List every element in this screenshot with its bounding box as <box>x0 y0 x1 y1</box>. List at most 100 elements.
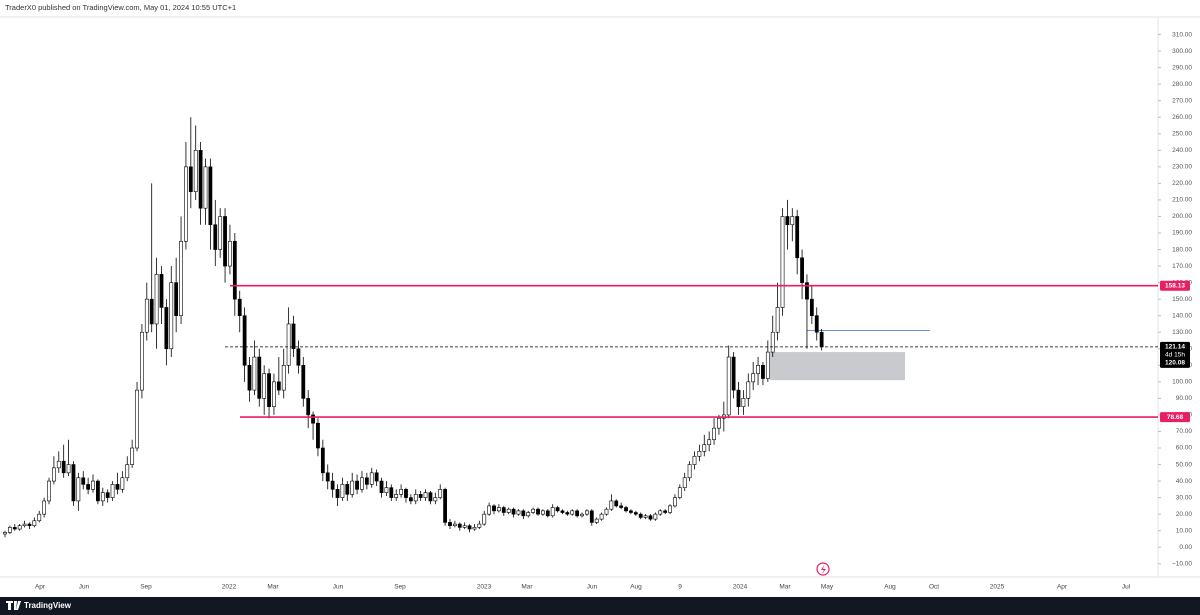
candle-body <box>193 150 198 192</box>
x-tick-label: 9 <box>678 584 682 591</box>
candle-body <box>736 389 741 407</box>
y-tick-label: 170.00 <box>1172 263 1192 270</box>
y-tick-label: 230.00 <box>1172 164 1192 171</box>
y-tick-label: 300.00 <box>1172 48 1192 55</box>
candle-body <box>756 365 760 374</box>
candle-body <box>663 510 668 513</box>
candle-body <box>614 500 619 507</box>
x-tick-label: Jul <box>1122 584 1131 591</box>
candle-body <box>751 373 756 383</box>
candle-body <box>761 365 765 379</box>
candle-body <box>120 477 125 490</box>
footer-bar <box>0 597 1200 615</box>
y-tick-label: 210.00 <box>1172 197 1192 204</box>
candle-body <box>741 398 746 407</box>
candle-body <box>86 484 91 490</box>
candle-body <box>330 480 335 490</box>
candle-body <box>140 331 144 391</box>
candle-body <box>731 356 736 391</box>
x-tick-label: Aug <box>630 584 642 591</box>
candle-body <box>47 480 51 502</box>
y-tick-label: 280.00 <box>1172 81 1192 88</box>
candle-body <box>531 508 536 513</box>
candle-body <box>482 513 487 525</box>
candle-body <box>130 447 135 465</box>
candle-body <box>272 381 276 407</box>
candle-body <box>267 373 271 407</box>
y-tick-label: 310.00 <box>1172 31 1192 38</box>
candle-body <box>105 492 110 498</box>
y-tick-label: 190.00 <box>1172 230 1192 237</box>
candle-body <box>570 510 575 515</box>
candle-body <box>262 373 267 399</box>
candle-body <box>384 487 389 493</box>
candle-body <box>428 492 433 502</box>
candle-body <box>619 505 624 508</box>
candle-body <box>81 477 86 485</box>
logo <box>6 601 21 610</box>
candle-body <box>56 460 61 469</box>
y-tick-label: 150.00 <box>1172 296 1192 303</box>
candle-body <box>809 298 814 316</box>
y-tick-label: 40.00 <box>1176 478 1193 485</box>
candle-body <box>565 512 570 515</box>
candle-body <box>448 522 452 527</box>
header: TraderX0 published on TradingView.com, M… <box>5 3 236 12</box>
candle-body <box>184 166 188 242</box>
x-tick-label: Sep <box>394 584 406 591</box>
candle-body <box>394 494 399 498</box>
candle-body <box>306 398 311 416</box>
candle-body <box>673 497 677 507</box>
candle-body <box>800 257 804 283</box>
candle-body <box>335 489 340 498</box>
candle-body <box>487 505 492 515</box>
candle-body <box>418 494 423 498</box>
candle-body <box>746 381 751 399</box>
candle-body <box>360 477 364 490</box>
candle-body <box>697 451 702 457</box>
candle-body <box>404 489 408 498</box>
candle-body <box>51 467 56 482</box>
candle-body <box>350 480 355 495</box>
second-price-label: 120.08 <box>1165 360 1185 367</box>
candle-body <box>42 500 47 515</box>
candle-body <box>164 307 169 350</box>
candle-body <box>232 240 237 300</box>
candle-body <box>511 508 516 515</box>
candle-body <box>677 487 682 498</box>
candle-body <box>320 447 325 474</box>
candle-body <box>536 508 540 515</box>
y-tick-label: 260.00 <box>1172 114 1192 121</box>
candle-body <box>203 166 208 209</box>
x-tick-label: May <box>821 584 834 591</box>
y-tick-label: 220.00 <box>1172 180 1192 187</box>
candle-body <box>91 480 95 490</box>
candle-body <box>154 274 159 325</box>
candle-body <box>3 532 7 535</box>
candle-body <box>301 365 306 399</box>
y-tick-label: 90.00 <box>1176 395 1193 402</box>
candle-body <box>555 507 560 512</box>
candle-body <box>506 508 511 513</box>
candle-body <box>179 240 183 316</box>
candle-body <box>7 527 12 533</box>
level-tag-label: 78.68 <box>1167 414 1184 421</box>
candle-body <box>218 216 223 250</box>
x-tick-label: 2024 <box>733 584 748 591</box>
y-tick-label: 100.00 <box>1172 379 1192 386</box>
candle-body <box>790 216 795 226</box>
candle-body <box>291 323 296 350</box>
y-tick-label: −10.00 <box>1172 560 1192 567</box>
candle-body <box>281 365 286 391</box>
event-icon[interactable] <box>816 562 830 576</box>
candle-body <box>213 224 218 250</box>
x-tick-label: 2025 <box>990 584 1005 591</box>
candle-body <box>276 381 281 391</box>
y-tick-label: 180.00 <box>1172 246 1192 253</box>
candle-body <box>692 455 697 465</box>
x-tick-label: Mar <box>521 584 533 591</box>
candle-body <box>228 240 232 267</box>
level-tag <box>1160 412 1190 423</box>
candle-body <box>805 282 809 300</box>
